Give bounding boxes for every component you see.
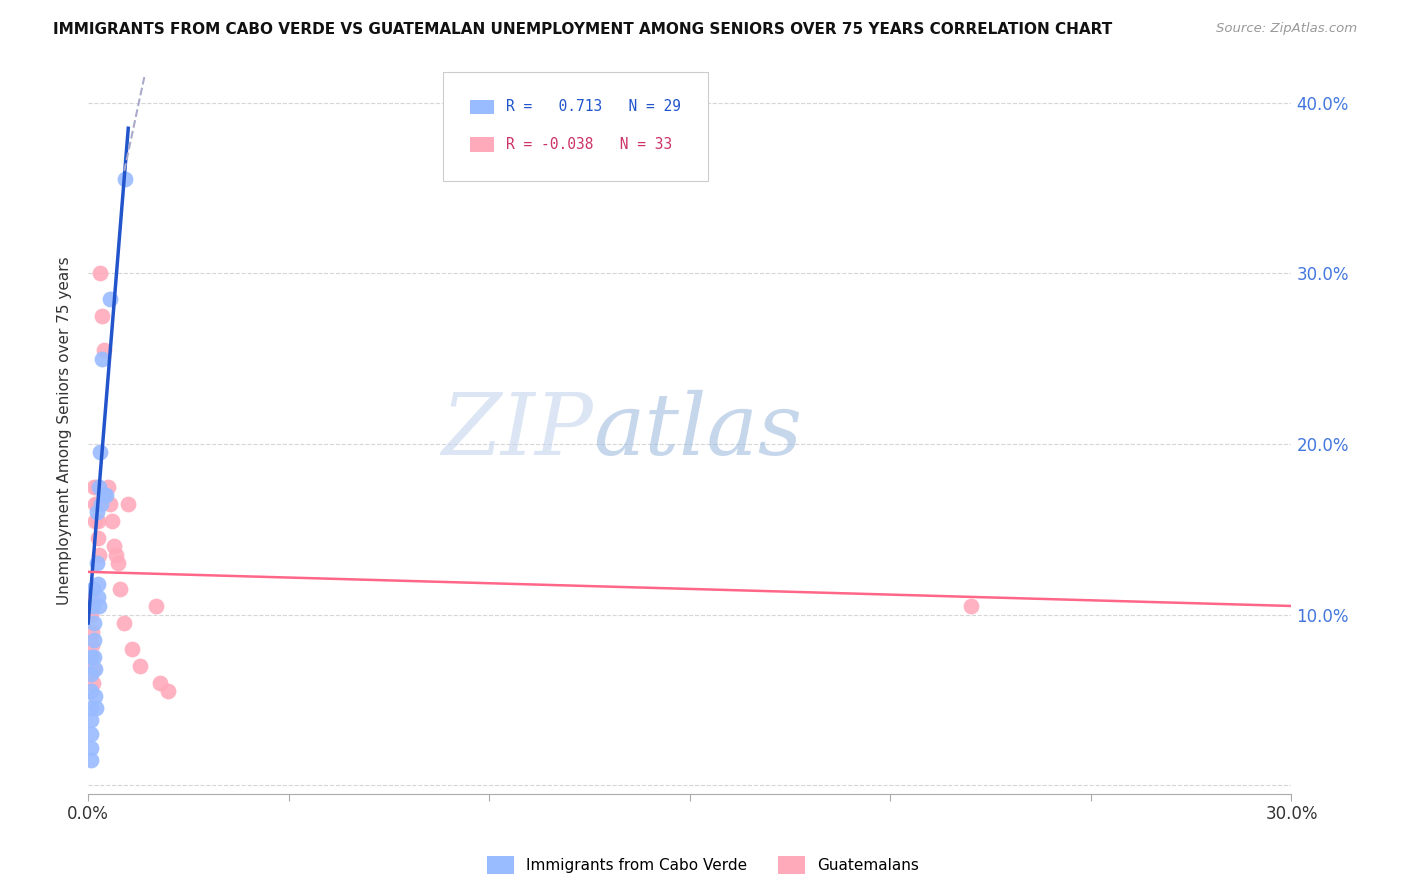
Point [93, 343, 115, 357]
Point [83, 479, 105, 493]
Point [114, 172, 136, 186]
Point [80, 624, 103, 639]
Point [80, 591, 103, 605]
Point [105, 548, 128, 562]
Point [82, 599, 104, 613]
Point [91, 309, 114, 323]
Point [83, 497, 105, 511]
Point [89, 445, 111, 459]
Text: Source: ZipAtlas.com: Source: ZipAtlas.com [1216, 22, 1357, 36]
Text: atlas: atlas [593, 390, 803, 473]
Point [84, 690, 107, 704]
Point [86, 497, 108, 511]
Point [103, 539, 125, 553]
Point [90, 497, 112, 511]
Point [97, 479, 120, 493]
Point [101, 514, 124, 528]
Bar [470, 100, 494, 114]
Point [89, 266, 111, 280]
Point [84, 701, 107, 715]
Point [91, 351, 114, 366]
Point [80, 740, 103, 755]
Bar [470, 137, 494, 152]
Point [87, 531, 110, 545]
Legend: Immigrants from Cabo Verde, Guatemalans: Immigrants from Cabo Verde, Guatemalans [481, 850, 925, 880]
Point [82, 675, 104, 690]
Point [149, 675, 172, 690]
Text: ZIP: ZIP [441, 390, 593, 473]
Point [112, 615, 135, 630]
Point [80, 684, 103, 698]
Point [145, 599, 167, 613]
Point [82, 582, 104, 596]
Text: R = -0.038   N = 33: R = -0.038 N = 33 [506, 137, 672, 153]
Point [87, 591, 110, 605]
Point [110, 582, 132, 596]
Point [80, 607, 103, 622]
Point [86, 505, 108, 519]
FancyBboxPatch shape [443, 72, 707, 181]
Point [80, 727, 103, 741]
Point [80, 714, 103, 728]
Point [87, 548, 110, 562]
Point [121, 641, 143, 656]
Point [80, 667, 103, 681]
Point [82, 638, 104, 652]
Text: IMMIGRANTS FROM CABO VERDE VS GUATEMALAN UNEMPLOYMENT AMONG SENIORS OVER 75 YEAR: IMMIGRANTS FROM CABO VERDE VS GUATEMALAN… [53, 22, 1112, 37]
Point [87, 576, 110, 591]
Point [80, 701, 103, 715]
Point [107, 557, 129, 571]
Point [98, 497, 121, 511]
Point [87, 514, 110, 528]
Point [83, 615, 105, 630]
Point [96, 488, 118, 502]
Point [93, 488, 115, 502]
Point [89, 479, 111, 493]
Point [86, 557, 108, 571]
Point [98, 292, 121, 306]
Point [83, 662, 105, 676]
Point [87, 599, 110, 613]
Point [157, 684, 180, 698]
Text: R =   0.713   N = 29: R = 0.713 N = 29 [506, 99, 681, 114]
Point [80, 650, 103, 665]
Point [117, 497, 139, 511]
Point [129, 658, 152, 673]
Point [83, 650, 105, 665]
Point [82, 650, 104, 665]
Point [80, 753, 103, 767]
Point [959, 599, 981, 613]
Y-axis label: Unemployment Among Seniors over 75 years: Unemployment Among Seniors over 75 years [58, 257, 72, 606]
Point [86, 479, 108, 493]
Point [83, 633, 105, 648]
Point [82, 662, 104, 676]
Point [84, 514, 107, 528]
